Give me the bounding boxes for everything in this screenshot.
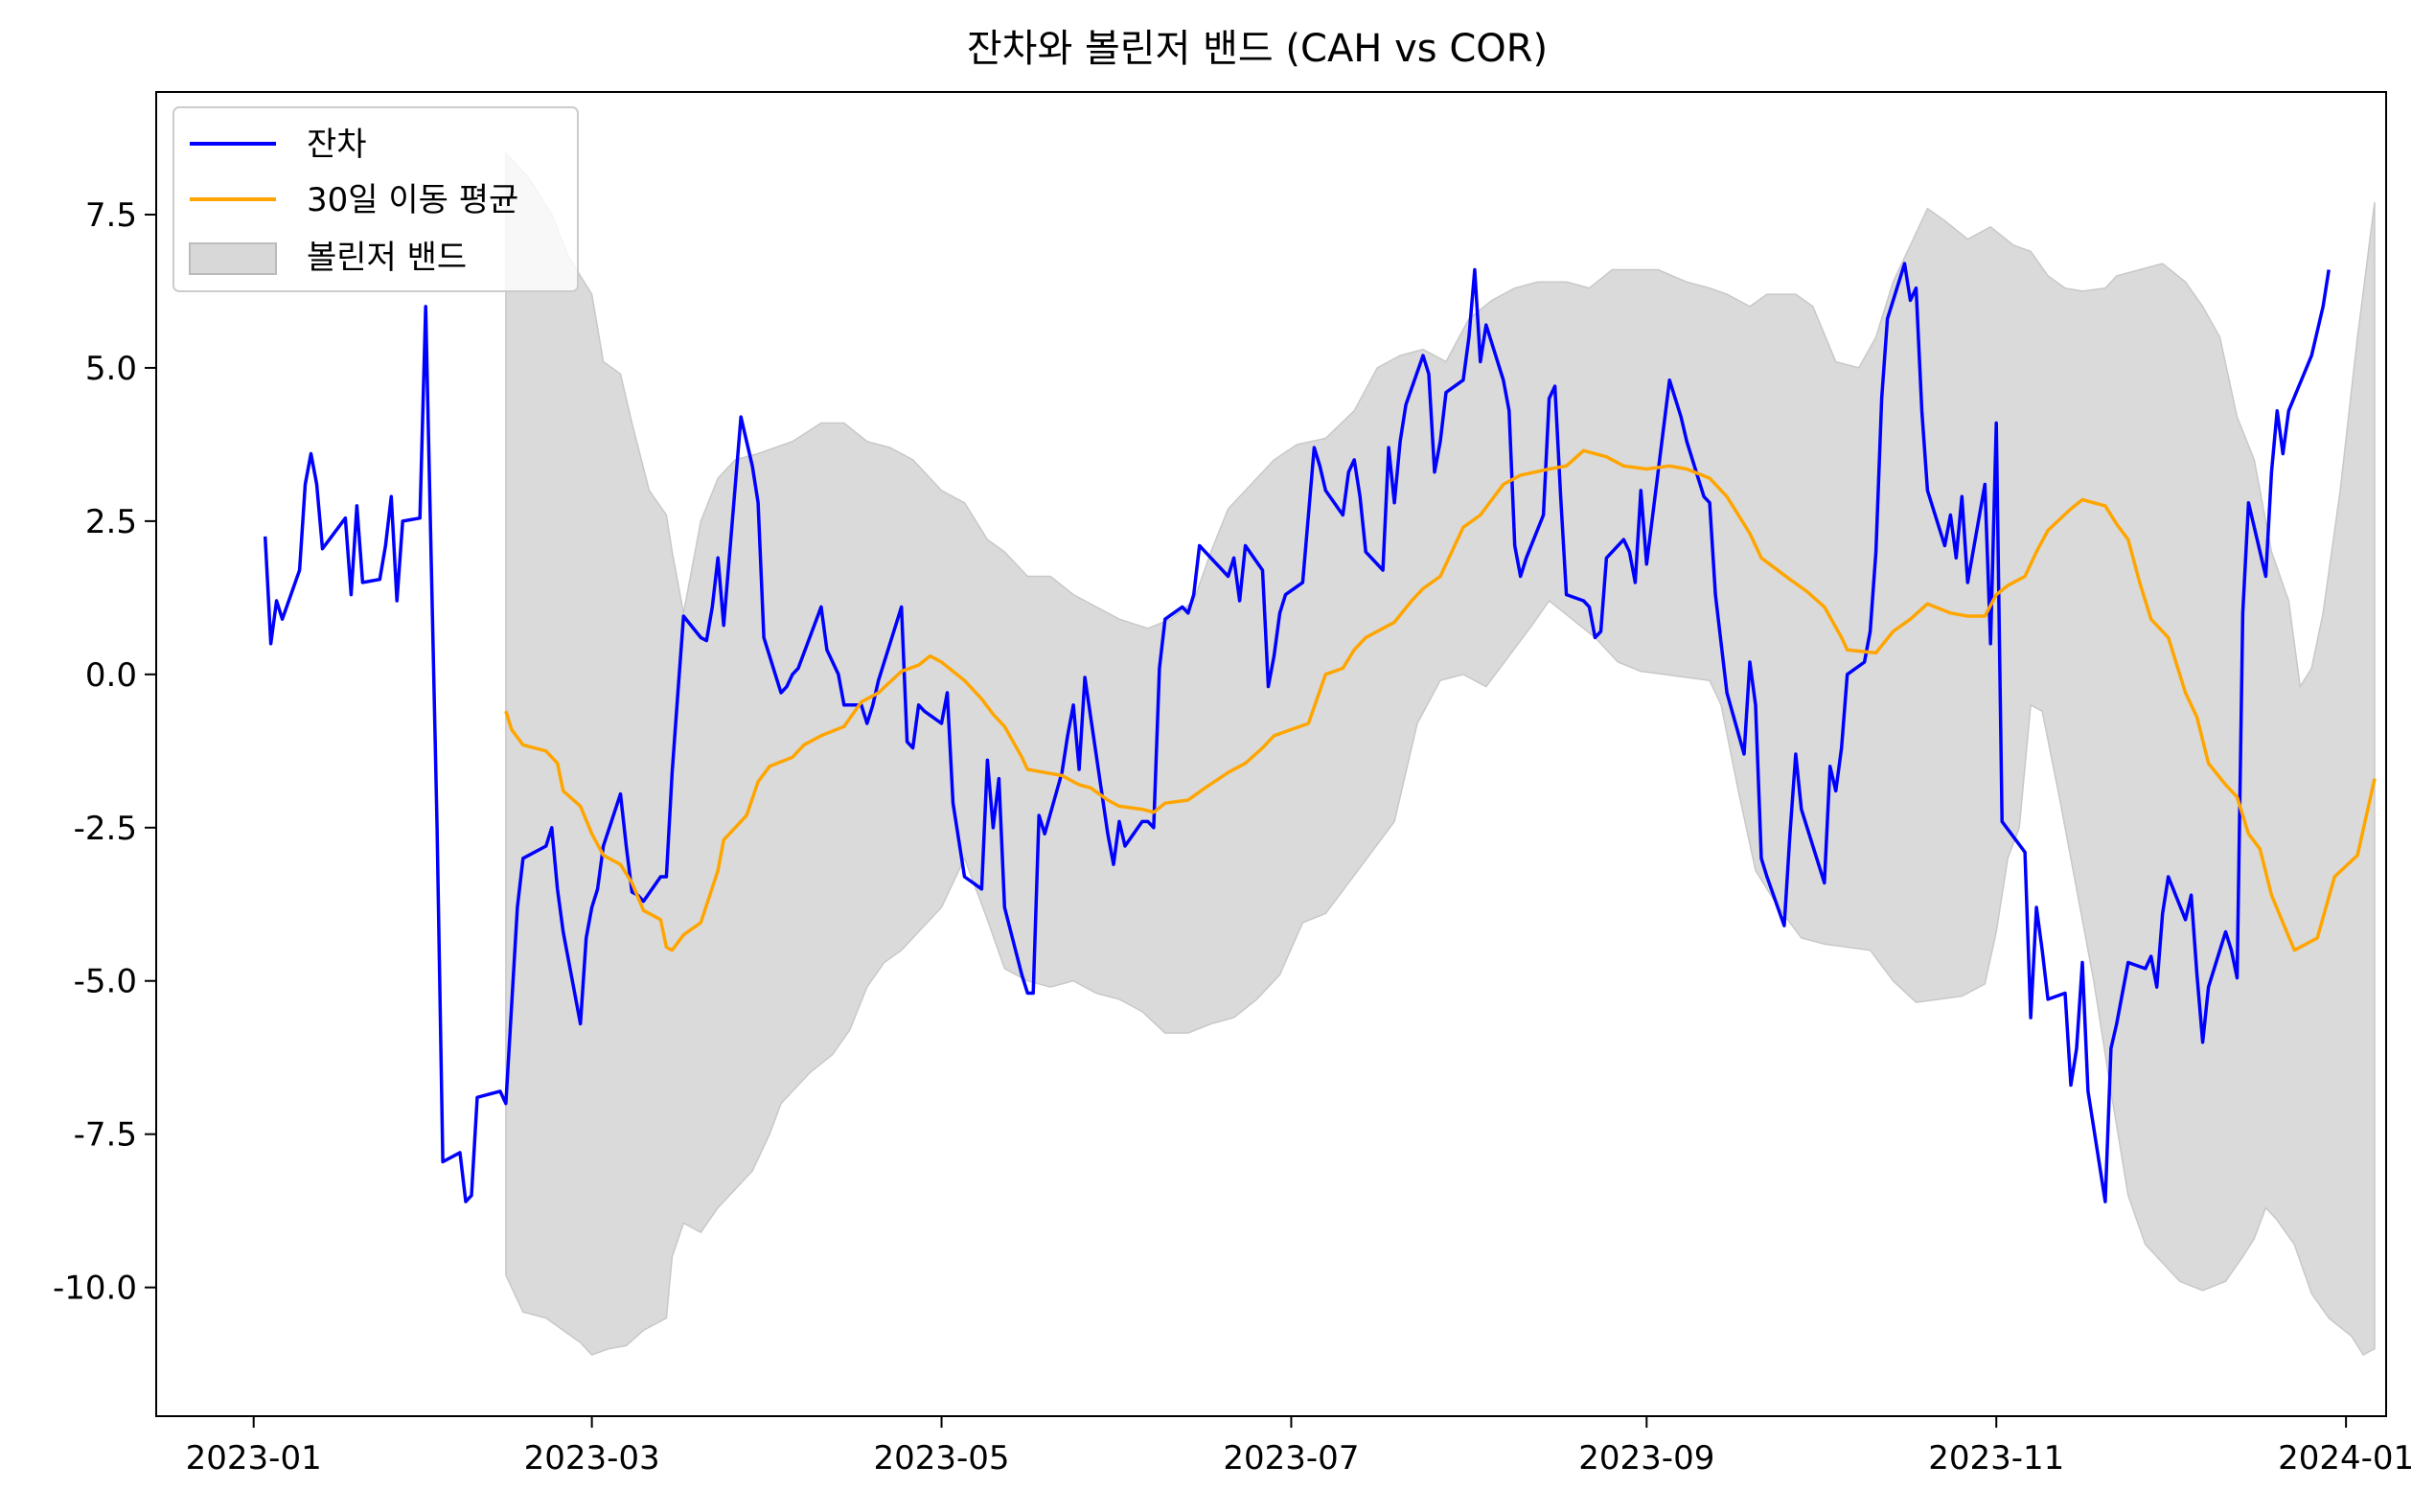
legend-label-residual: 잔차 xyxy=(307,126,367,164)
residual-line xyxy=(263,262,2331,1203)
x-tick-label: 2023-03 xyxy=(524,1439,660,1478)
y-tick-label: -5.0 xyxy=(74,963,137,1001)
y-tick-label: 5.0 xyxy=(85,350,137,388)
legend: 잔차 30일 이동 평균 볼린저 밴드 xyxy=(172,106,579,292)
y-tick-label: 0.0 xyxy=(85,656,137,695)
x-tick-label: 2023-09 xyxy=(1578,1439,1714,1478)
legend-swatch-bollinger-band xyxy=(189,242,277,275)
y-tick-label: -7.5 xyxy=(74,1116,137,1155)
legend-label-bollinger-band: 볼린저 밴드 xyxy=(307,239,467,277)
x-tick-label: 2023-07 xyxy=(1223,1439,1359,1478)
x-tick-label: 2024-01 xyxy=(2278,1439,2412,1478)
y-tick-label: 2.5 xyxy=(85,503,137,541)
y-axis: 7.5 5.0 2.5 0.0 -2.5 -5.0 -7.5 -10.0 xyxy=(53,196,156,1308)
x-tick-label: 2023-05 xyxy=(874,1439,1010,1478)
moving-average-line xyxy=(504,448,2377,952)
bollinger-band-layer xyxy=(505,151,2376,1356)
y-tick-label: 7.5 xyxy=(85,196,137,235)
y-tick-label: -2.5 xyxy=(74,810,137,848)
x-axis: 2023-01 2023-03 2023-05 2023-07 2023-09 2023-… xyxy=(186,1416,2412,1478)
chart-title: 잔차와 볼린저 밴드 (CAH vs COR) xyxy=(967,27,1548,71)
bollinger-band-area xyxy=(505,151,2376,1356)
legend-label-moving-average: 30일 이동 평균 xyxy=(307,181,518,219)
x-tick-label: 2023-01 xyxy=(186,1439,322,1478)
x-tick-label: 2023-11 xyxy=(1928,1439,2064,1478)
y-tick-label: -10.0 xyxy=(53,1270,137,1308)
series-layer xyxy=(263,262,2377,1203)
plot-frame xyxy=(155,91,2387,1417)
